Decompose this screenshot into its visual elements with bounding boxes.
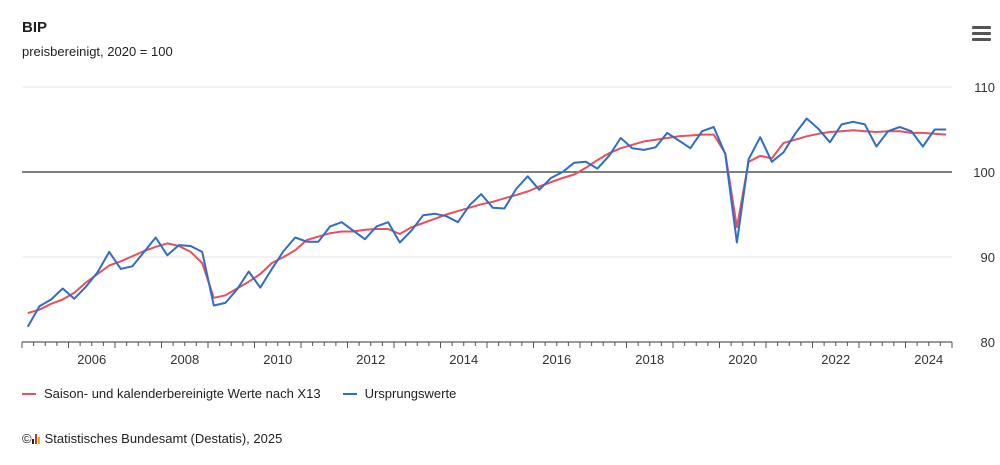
y-tick-label: 90 — [981, 250, 995, 265]
legend-item-original[interactable]: Ursprungswerte — [342, 386, 457, 401]
x-tick-label: 2016 — [542, 352, 571, 367]
y-tick-label: 100 — [973, 165, 995, 180]
x-tick-label: 2018 — [635, 352, 664, 367]
credit-text: Statistisches Bundesamt (Destatis), 2025 — [44, 431, 283, 446]
x-tick-label: 2022 — [821, 352, 850, 367]
legend-swatch-original — [342, 392, 357, 395]
series-group — [26, 117, 947, 328]
x-tick-label: 2024 — [914, 352, 943, 367]
x-tick-label: 2020 — [728, 352, 757, 367]
x-tick-label: 2008 — [170, 352, 199, 367]
menu-bar — [972, 32, 991, 35]
series-line-seasonal — [27, 129, 947, 315]
legend-swatch-seasonal — [22, 392, 36, 395]
line-chart: 2006 2008 2010 2012 2014 2016 2018 2020 2022 2024… — [21, 80, 995, 367]
legend: Saison- und kalenderbereinigte Werte nac… — [22, 386, 478, 401]
legend-item-seasonal[interactable]: Saison- und kalenderbereinigte Werte nac… — [22, 386, 321, 401]
menu-bar — [972, 38, 991, 41]
y-tick-label: 110 — [974, 80, 995, 95]
x-tick-label: 2010 — [263, 352, 292, 367]
gridlines — [22, 86, 952, 258]
chart-title: BIP — [22, 19, 48, 36]
menu-bar — [972, 26, 991, 29]
x-tick-label: 2006 — [77, 352, 106, 367]
x-tick-label: 2014 — [449, 352, 478, 367]
source-credit: © Statistisches Bundesamt (Destatis), 20… — [22, 431, 282, 446]
legend-label-original: Ursprungswerte — [364, 386, 457, 401]
copyright-symbol: © — [22, 431, 32, 446]
hamburger-menu-icon[interactable] — [972, 26, 991, 42]
y-axis: 80 90 100 110 — [973, 80, 995, 350]
chart-subtitle: preisbereinigt, 2020 = 100 — [22, 44, 173, 59]
destatis-logo-icon — [31, 433, 41, 444]
y-tick-label: 80 — [981, 335, 995, 350]
legend-label-seasonal: Saison- und kalenderbereinigte Werte nac… — [44, 386, 321, 401]
x-axis: 2006 2008 2010 2012 2014 2016 2018 2020 2022 2024 — [21, 341, 953, 367]
x-tick-label: 2012 — [356, 352, 385, 367]
series-line-original — [26, 117, 947, 328]
